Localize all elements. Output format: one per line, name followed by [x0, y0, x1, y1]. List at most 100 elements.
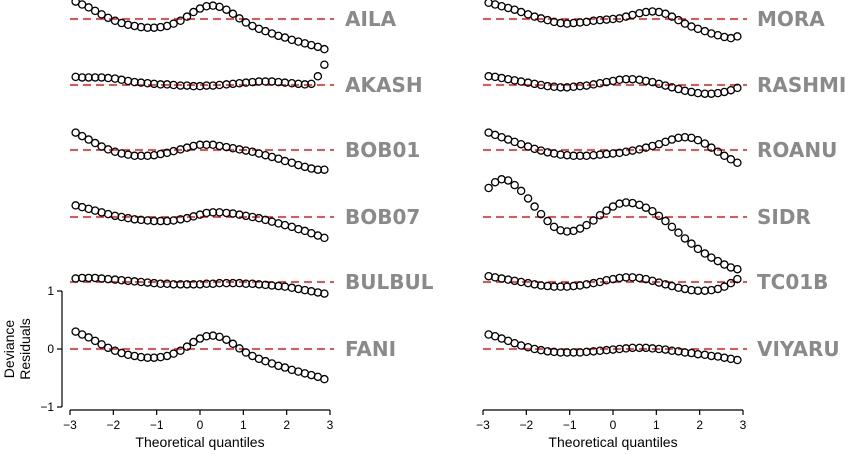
- residual-point: [97, 340, 106, 349]
- residual-point: [202, 208, 211, 218]
- residual-point: [130, 215, 139, 224]
- residual-point: [195, 140, 205, 150]
- residual-point: [97, 274, 106, 283]
- residual-point: [707, 89, 716, 98]
- residual-point: [202, 81, 211, 90]
- residual-point: [280, 156, 290, 166]
- residual-point: [77, 73, 87, 82]
- residual-point: [641, 343, 651, 353]
- residual-point: [635, 343, 644, 353]
- panel-viyaru: VIYARU: [483, 330, 840, 365]
- residual-point: [602, 149, 611, 159]
- residual-point: [733, 274, 742, 284]
- residual-point: [90, 138, 100, 148]
- residual-point: [516, 7, 526, 17]
- residual-point: [575, 81, 585, 91]
- residual-point: [313, 72, 323, 81]
- residual-point: [648, 206, 657, 216]
- panel-roanu: ROANU: [483, 128, 837, 168]
- residual-point: [523, 194, 533, 203]
- residual-point: [222, 5, 231, 14]
- residual-point: [543, 281, 552, 291]
- residual-point: [241, 279, 251, 288]
- residual-point: [103, 13, 113, 23]
- panel-label: BOB01: [345, 138, 420, 162]
- residual-point: [149, 79, 159, 89]
- panel-label: RASHMI: [757, 73, 846, 97]
- residual-point: [176, 346, 185, 355]
- residual-point: [84, 73, 93, 82]
- residual-point: [320, 374, 329, 384]
- panel-label: FANI: [345, 337, 396, 361]
- residual-point: [543, 216, 552, 226]
- residual-point: [621, 344, 631, 353]
- residual-point: [182, 81, 192, 90]
- panel-label: SIDR: [757, 205, 811, 229]
- residual-point: [156, 80, 165, 89]
- residual-point: [149, 353, 159, 362]
- residual-point: [707, 253, 716, 262]
- residual-point: [536, 209, 546, 219]
- residual-point: [543, 81, 552, 91]
- residual-point: [621, 273, 631, 282]
- residual-point: [667, 222, 677, 232]
- residual-point: [661, 216, 670, 226]
- residual-point: [530, 202, 539, 211]
- residual-point: [733, 355, 742, 365]
- residual-point: [569, 281, 578, 291]
- residual-point: [582, 220, 591, 230]
- residual-point: [103, 343, 113, 353]
- x-tick-label: −3: [476, 418, 490, 432]
- residual-point: [674, 228, 683, 237]
- residual-point: [103, 209, 113, 219]
- residual-point: [143, 23, 152, 32]
- panel-label: TC01B: [757, 270, 828, 294]
- residual-point: [700, 89, 710, 98]
- residual-point: [189, 337, 198, 347]
- panel-label: ROANU: [757, 138, 837, 162]
- residual-point: [84, 333, 93, 342]
- residual-point: [628, 10, 637, 20]
- residual-point: [575, 18, 585, 27]
- residual-point: [169, 349, 178, 358]
- residual-point: [71, 128, 80, 137]
- residual-point: [720, 282, 729, 291]
- residual-point: [608, 345, 618, 354]
- x-tick-label: −1: [150, 418, 164, 432]
- residual-point: [595, 211, 605, 220]
- residual-point: [267, 281, 277, 290]
- residual-point: [195, 280, 205, 289]
- residual-point: [97, 73, 106, 82]
- residual-point: [228, 9, 238, 19]
- residual-point: [130, 277, 139, 286]
- residual-point: [575, 151, 585, 161]
- residual-point: [654, 211, 664, 221]
- panel-tc01b: TC01B: [483, 270, 828, 295]
- residual-point: [595, 150, 605, 159]
- residual-point: [176, 16, 185, 25]
- residual-point: [77, 273, 87, 283]
- residual-point: [687, 239, 696, 248]
- residual-point: [222, 208, 231, 218]
- residual-point: [320, 165, 329, 174]
- residual-point: [726, 278, 736, 288]
- residual-point: [261, 77, 270, 86]
- residual-point: [195, 81, 205, 91]
- residual-point: [280, 33, 290, 42]
- y-tick-label: 0: [47, 342, 54, 356]
- panel-sidr: SIDR: [483, 175, 811, 274]
- panel-rashmi: RASHMI: [483, 72, 846, 98]
- residual-point: [130, 151, 139, 161]
- residual-point: [228, 79, 238, 89]
- residual-point: [700, 139, 710, 148]
- residual-point: [589, 216, 598, 225]
- residual-point: [254, 77, 264, 86]
- panel-label: BULBUL: [345, 270, 434, 294]
- residual-point: [648, 7, 657, 16]
- residual-point: [182, 280, 192, 289]
- residual-point: [261, 280, 270, 290]
- residual-point: [77, 131, 87, 141]
- residual-point: [556, 348, 565, 357]
- residual-point: [169, 19, 178, 28]
- x-tick-label: 0: [197, 418, 204, 432]
